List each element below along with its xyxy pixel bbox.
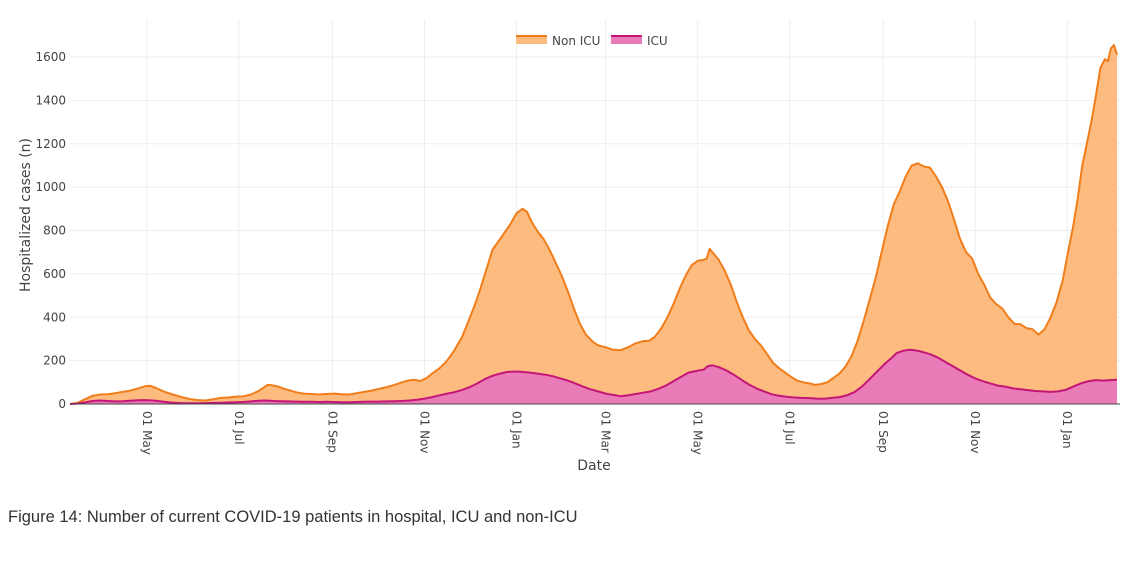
legend-item-non-icu[interactable]: Non ICU	[516, 34, 600, 48]
y-tick-label: 800	[43, 224, 66, 238]
x-tick-label: 01 Jul	[783, 411, 797, 445]
y-tick-label: 1200	[35, 137, 66, 151]
figure-caption: Figure 14: Number of current COVID-19 pa…	[8, 508, 578, 526]
series-line-icu[interactable]	[69, 348, 1118, 405]
x-tick-label: 01 Nov	[968, 411, 982, 454]
y-tick-label: 1400	[35, 93, 66, 107]
legend-label-icu: ICU	[647, 34, 668, 48]
x-tick-label: 01 May	[140, 411, 154, 455]
x-tick-label: 01 Jan	[510, 411, 524, 449]
x-tick-label: 01 Sep	[326, 411, 340, 453]
y-tick-label: 1000	[35, 180, 66, 194]
y-tick-label: 0	[58, 397, 66, 411]
area-fill-non-icu	[70, 45, 1117, 404]
x-tick-label: 01 Mar	[599, 411, 613, 453]
y-tick-label: 1600	[35, 50, 66, 64]
y-tick-label: 200	[43, 354, 66, 368]
legend-swatch-non-icu	[516, 36, 547, 44]
legend-item-icu[interactable]: ICU	[611, 34, 668, 48]
x-tick-label: 01 Nov	[418, 411, 432, 454]
y-axis-ticks: 0 200 400 600 800 1000 1200 1400 1600	[35, 50, 66, 411]
series-line-non-icu[interactable]	[69, 44, 1118, 405]
x-tick-label: 01 May	[691, 411, 705, 455]
y-tick-label: 400	[43, 310, 66, 324]
y-axis-title: Hospitalized cases (n)	[18, 138, 34, 292]
x-axis-title: Date	[577, 458, 610, 474]
x-tick-label: 01 Sep	[876, 411, 890, 453]
x-tick-label: 01 Jan	[1060, 411, 1074, 449]
hospitalization-chart: 0 200 400 600 800 1000 1200 1400 1600 01 May 01 J…	[18, 20, 1120, 474]
area-fill-icu	[70, 349, 1117, 404]
legend-label-non-icu: Non ICU	[552, 34, 600, 48]
x-axis-ticks: 01 May 01 Jul 01 Sep 01 Nov 01 Jan 01 Mar 01 M…	[140, 411, 1074, 455]
legend[interactable]: Non ICU ICU	[516, 34, 668, 48]
series-areas	[69, 44, 1118, 405]
y-tick-label: 600	[43, 267, 66, 281]
x-tick-label: 01 Jul	[232, 411, 246, 445]
legend-swatch-icu	[611, 36, 642, 44]
